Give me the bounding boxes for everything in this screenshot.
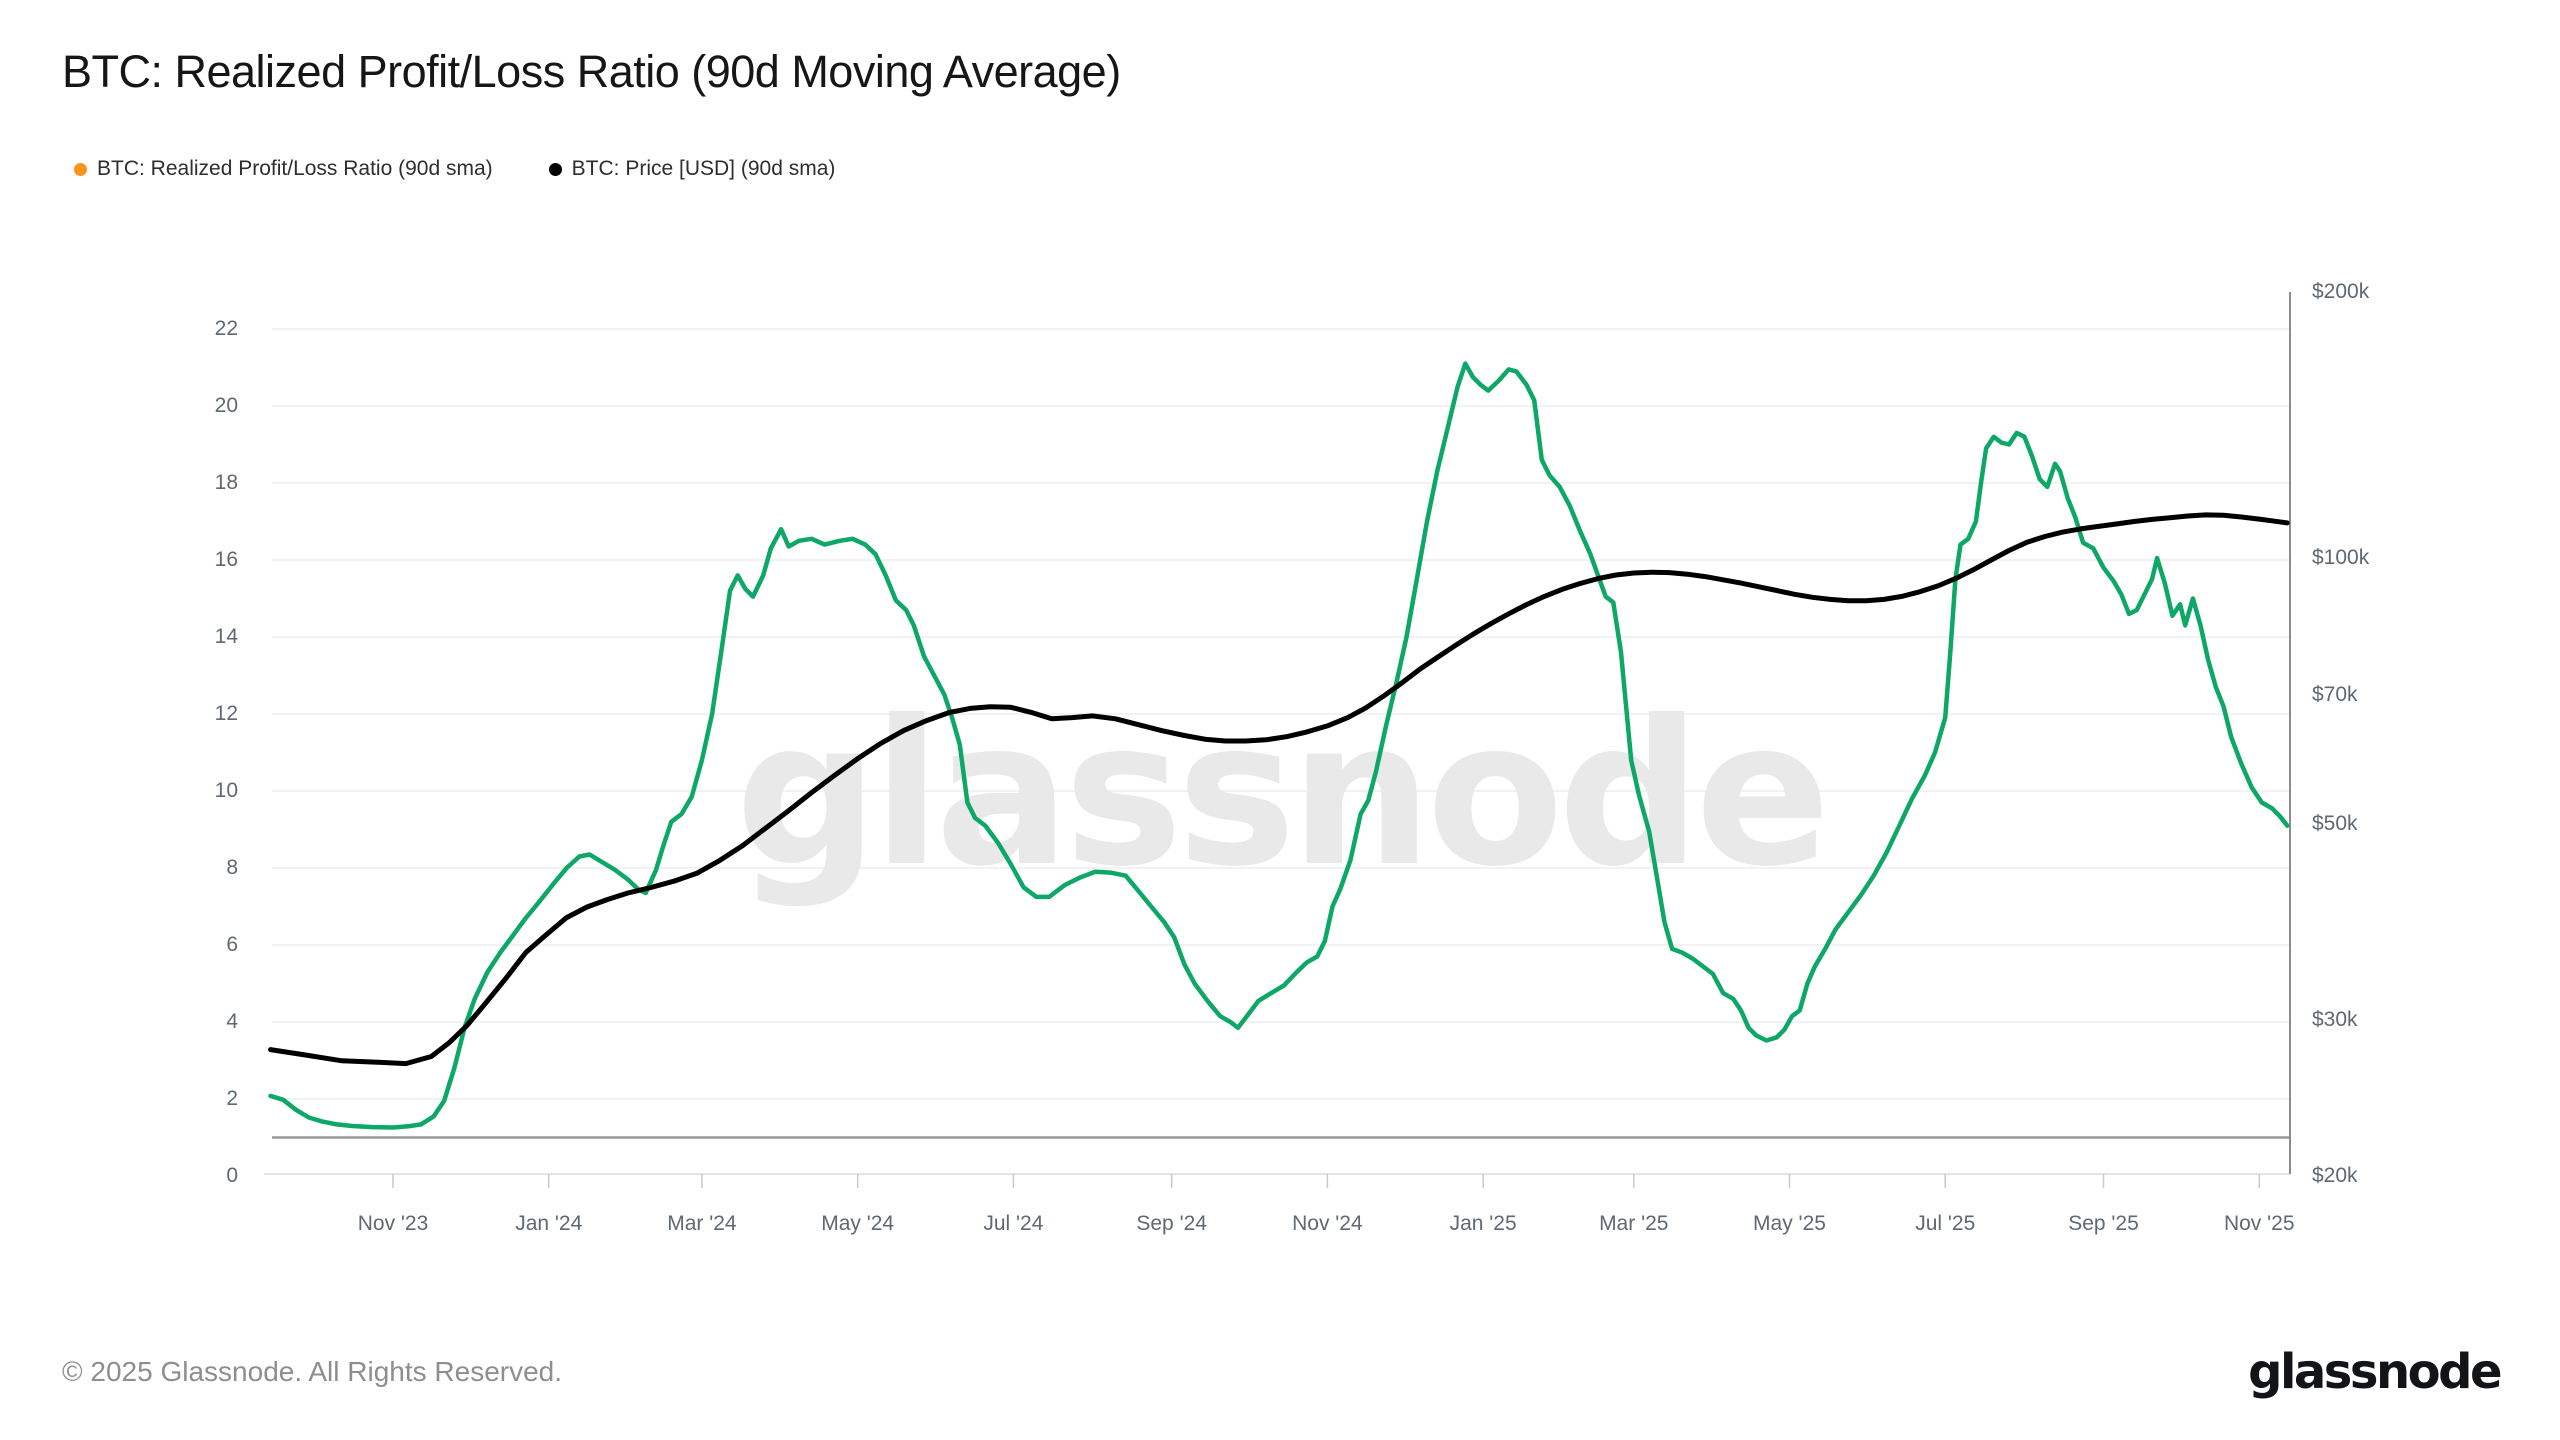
legend-label-price: BTC: Price [USD] (90d sma) [571,157,836,180]
ratio-line [268,361,2290,1130]
x-tick-label: Nov '23 [357,1212,429,1235]
y-left-tick-label: 14 [214,625,238,648]
y-left-tick-label: 10 [214,779,238,802]
x-tick-label: Mar '25 [1599,1212,1669,1235]
y-right-tick-label: $20k [2312,1164,2358,1187]
x-tick-label: Jan '25 [1449,1212,1517,1235]
x-tick-label: Sep '24 [1136,1212,1207,1235]
page-title: BTC: Realized Profit/Loss Ratio (90d Mov… [62,46,1121,97]
legend-item-price: BTC: Price [USD] (90d sma) [548,157,836,181]
x-tick-label: Jul '25 [1915,1212,1976,1235]
price-legend-dot-icon [548,162,562,176]
y-left-tick-label: 4 [226,1010,238,1033]
x-tick-label: Jan '24 [515,1212,583,1235]
y-left-tick-label: 2 [226,1087,238,1110]
glassnode-watermark: glassnode [735,678,1824,911]
x-tick-label: Nov '25 [2223,1212,2295,1235]
ratio-legend-dot-icon [74,162,87,176]
y-left-tick-label: 8 [226,856,238,879]
legend-item-ratio: BTC: Realized Profit/Loss Ratio (90d sma… [74,157,493,181]
footer-copyright: © 2025 Glassnode. All Rights Reserved. [62,1356,563,1387]
y-left-tick-label: 22 [214,317,238,340]
axis-line-layer [264,292,2291,1188]
x-tick-label: Sep '25 [2068,1212,2139,1235]
y-left-tick-label: 16 [214,548,238,571]
y-right-tick-label: $50k [2312,812,2358,836]
y-right-tick-label: $70k [2312,683,2358,707]
glassnode-logo: glassnode [2248,1344,2502,1400]
x-tick-label: May '25 [1753,1212,1826,1235]
legend-label-ratio: BTC: Realized Profit/Loss Ratio (90d sma… [97,157,493,180]
y-left-tick-label: 0 [226,1164,238,1187]
y-right-tick-label: $200k [2312,280,2370,303]
y-left-tick-label: 12 [214,702,238,725]
y-left-tick-label: 6 [226,933,238,956]
price-line [268,512,2290,1067]
y-right-tick-label: $30k [2312,1008,2358,1032]
x-tick-label: Mar '24 [667,1212,737,1235]
x-tick-label: Jul '24 [983,1212,1044,1235]
x-tick-label: May '24 [821,1212,895,1235]
y-right-tick-label: $100k [2312,546,2370,570]
legend: BTC: Realized Profit/Loss Ratio (90d sma… [74,157,835,181]
y-left-tick-label: 20 [214,394,238,417]
y-left-tick-label: 18 [214,471,238,494]
x-tick-label: Nov '24 [1292,1212,1363,1235]
